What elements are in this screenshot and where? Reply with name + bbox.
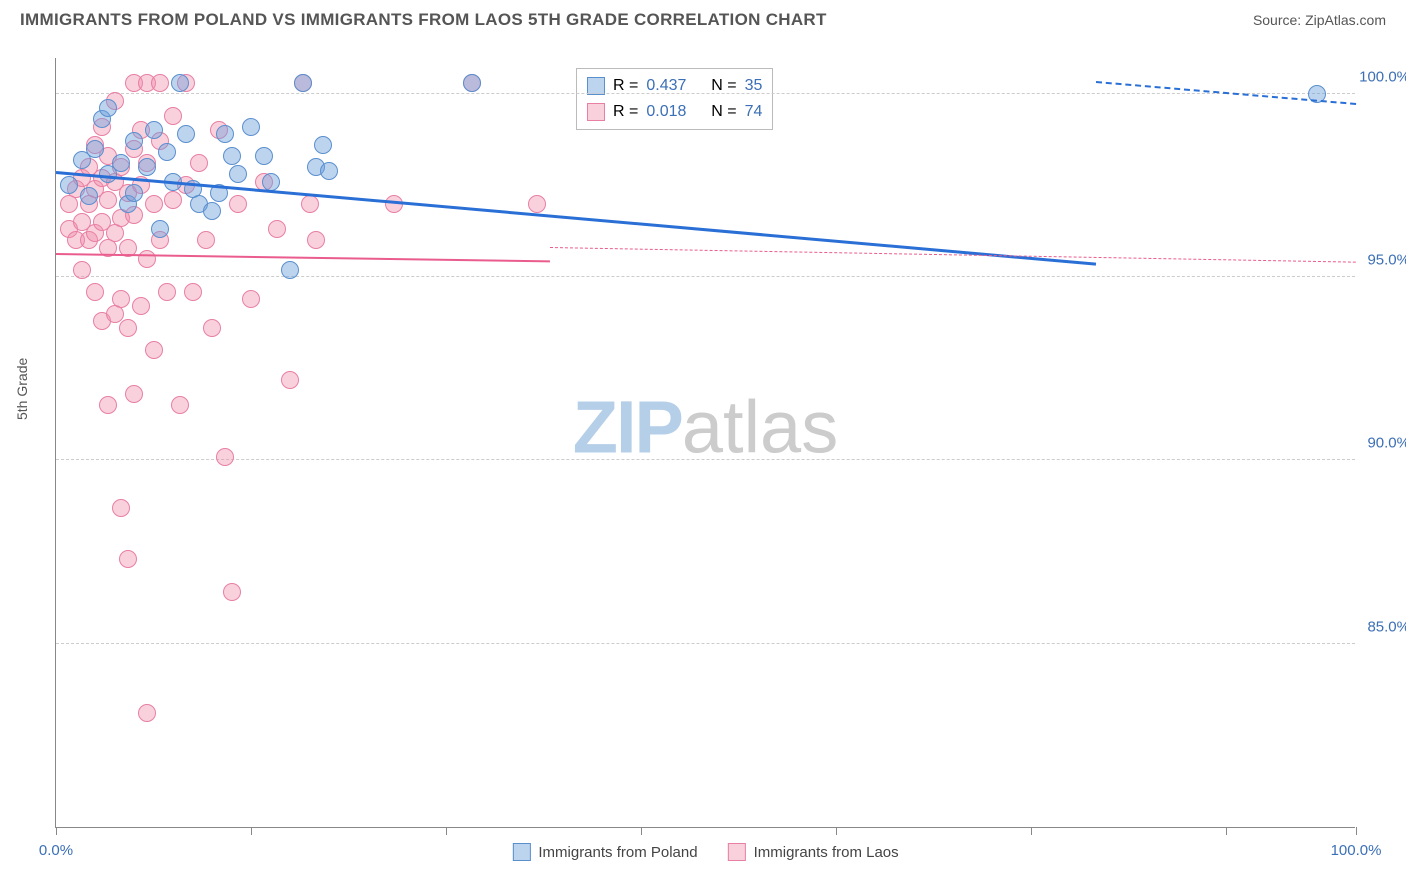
point-poland <box>151 220 169 238</box>
gridline <box>56 276 1355 277</box>
x-tick <box>641 827 642 835</box>
point-laos <box>223 583 241 601</box>
point-laos <box>171 396 189 414</box>
point-laos <box>112 499 130 517</box>
legend-row-laos: R = 0.018 N = 74 <box>587 99 762 125</box>
watermark: ZIPatlas <box>573 385 838 470</box>
point-poland <box>86 140 104 158</box>
point-poland <box>125 184 143 202</box>
scatter-plot-area: ZIPatlas R = 0.437 N = 35 R = 0.018 N = … <box>55 58 1355 828</box>
legend-row-poland: R = 0.437 N = 35 <box>587 73 762 99</box>
point-laos <box>190 154 208 172</box>
point-laos <box>164 107 182 125</box>
legend-item-laos: Immigrants from Laos <box>728 843 899 861</box>
point-poland <box>223 147 241 165</box>
point-laos <box>119 319 137 337</box>
point-poland <box>171 74 189 92</box>
point-laos <box>528 195 546 213</box>
point-laos <box>281 371 299 389</box>
point-poland <box>60 176 78 194</box>
point-laos <box>73 261 91 279</box>
point-laos <box>86 283 104 301</box>
point-laos <box>216 448 234 466</box>
point-laos <box>145 195 163 213</box>
n-value-laos: 74 <box>745 103 763 121</box>
point-laos <box>125 385 143 403</box>
point-poland <box>229 165 247 183</box>
point-poland <box>262 173 280 191</box>
point-poland <box>216 125 234 143</box>
x-tick-label: 100.0% <box>1331 842 1382 859</box>
point-poland <box>294 74 312 92</box>
point-laos <box>197 231 215 249</box>
x-tick <box>251 827 252 835</box>
point-poland <box>463 74 481 92</box>
x-tick <box>836 827 837 835</box>
series-legend: Immigrants from Poland Immigrants from L… <box>512 843 898 861</box>
source-attribution: Source: ZipAtlas.com <box>1253 12 1386 28</box>
trend-laos-dashed <box>550 247 1356 263</box>
chart-title: IMMIGRANTS FROM POLAND VS IMMIGRANTS FRO… <box>20 10 827 30</box>
gridline <box>56 643 1355 644</box>
point-laos <box>242 290 260 308</box>
swatch-laos-icon <box>728 843 746 861</box>
point-laos <box>99 191 117 209</box>
gridline <box>56 459 1355 460</box>
trend-laos-solid <box>56 253 550 262</box>
point-laos <box>145 341 163 359</box>
point-poland <box>203 202 221 220</box>
point-laos <box>307 231 325 249</box>
point-laos <box>301 195 319 213</box>
point-laos <box>203 319 221 337</box>
point-poland <box>138 158 156 176</box>
point-poland <box>125 132 143 150</box>
point-laos <box>112 290 130 308</box>
point-laos <box>119 550 137 568</box>
y-axis-label: 5th Grade <box>14 358 30 420</box>
point-poland <box>242 118 260 136</box>
x-tick <box>446 827 447 835</box>
y-tick-label: 95.0% <box>1367 252 1406 269</box>
point-poland <box>314 136 332 154</box>
x-tick <box>1356 827 1357 835</box>
point-poland <box>281 261 299 279</box>
point-laos <box>99 396 117 414</box>
legend-item-poland: Immigrants from Poland <box>512 843 697 861</box>
point-poland <box>320 162 338 180</box>
point-poland <box>80 187 98 205</box>
point-laos <box>268 220 286 238</box>
x-tick <box>1226 827 1227 835</box>
r-value-laos: 0.018 <box>646 103 686 121</box>
point-poland <box>145 121 163 139</box>
point-poland <box>112 154 130 172</box>
point-poland <box>158 143 176 161</box>
swatch-poland-icon <box>512 843 530 861</box>
point-laos <box>158 283 176 301</box>
y-tick-label: 90.0% <box>1367 435 1406 452</box>
point-poland <box>255 147 273 165</box>
point-laos <box>184 283 202 301</box>
point-laos <box>164 191 182 209</box>
point-laos <box>229 195 247 213</box>
swatch-laos <box>587 103 605 121</box>
gridline <box>56 93 1355 94</box>
y-tick-label: 100.0% <box>1359 68 1406 85</box>
point-laos <box>138 704 156 722</box>
point-laos <box>138 250 156 268</box>
x-tick <box>56 827 57 835</box>
x-tick <box>1031 827 1032 835</box>
y-tick-label: 85.0% <box>1367 618 1406 635</box>
x-tick-label: 0.0% <box>39 842 73 859</box>
point-poland <box>177 125 195 143</box>
point-poland <box>99 99 117 117</box>
correlation-legend: R = 0.437 N = 35 R = 0.018 N = 74 <box>576 68 773 130</box>
point-laos <box>151 74 169 92</box>
point-laos <box>132 297 150 315</box>
